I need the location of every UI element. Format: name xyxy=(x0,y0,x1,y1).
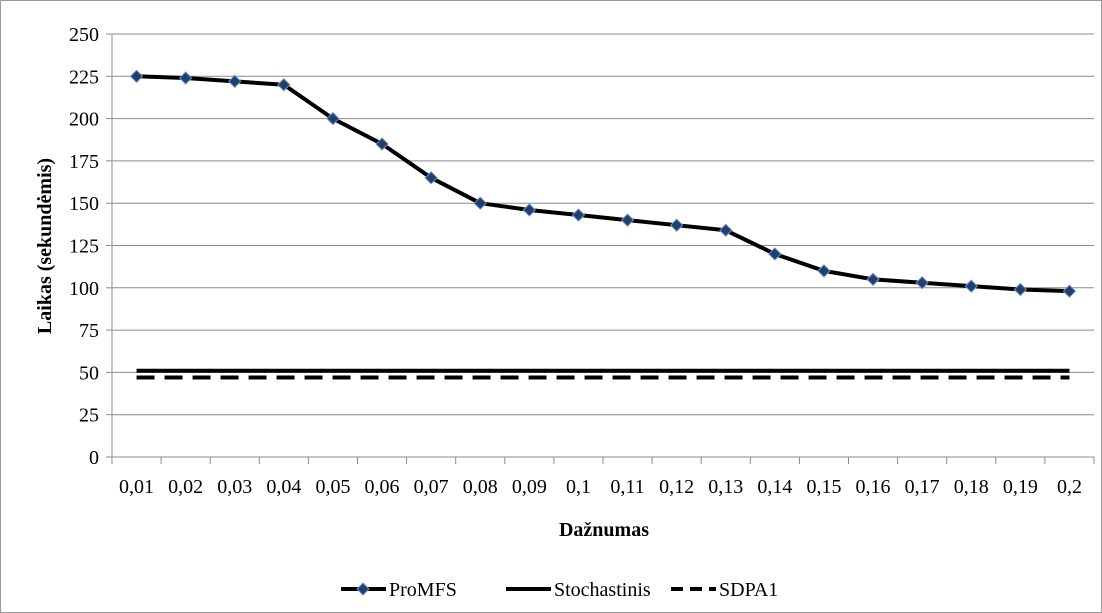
series-line-promfs xyxy=(136,74,1070,294)
legend-marker-promfs xyxy=(356,582,370,596)
data-point-promfs xyxy=(571,208,586,222)
data-point-promfs xyxy=(326,111,340,126)
x-tick-label: 0,13 xyxy=(708,476,743,498)
x-tick-label: 0,07 xyxy=(414,476,449,498)
data-point-promfs xyxy=(719,223,733,237)
y-tick-label: 75 xyxy=(79,320,99,342)
legend-label: ProMFS xyxy=(389,579,457,601)
y-axis-title: Laikas (sekundėmis) xyxy=(34,158,56,334)
data-point-promfs xyxy=(522,203,537,217)
x-tick-label: 0,03 xyxy=(217,476,252,498)
data-point-promfs xyxy=(866,272,880,287)
y-tick-label: 250 xyxy=(69,24,99,46)
data-point-promfs xyxy=(1013,282,1028,297)
x-tick-label: 0,11 xyxy=(610,476,644,498)
x-tick-label: 0,19 xyxy=(1003,476,1038,498)
x-tick-label: 0,16 xyxy=(856,476,891,498)
x-tick-label: 0,05 xyxy=(315,476,350,498)
y-tick-label: 175 xyxy=(69,151,99,173)
x-tick-label: 0,06 xyxy=(365,476,400,498)
y-tick-label: 0 xyxy=(89,447,99,469)
y-tick-label: 225 xyxy=(69,66,99,88)
series-markers xyxy=(129,69,1077,298)
x-tick-label: 0,14 xyxy=(757,476,792,498)
data-point-promfs xyxy=(768,247,782,261)
x-tick-label: 0,08 xyxy=(463,476,498,498)
y-tick-labels: 0 25 50 75 100 125 150 175 200 225 250 xyxy=(69,24,99,469)
data-point-promfs xyxy=(424,171,438,185)
y-tick-label: 50 xyxy=(79,362,99,384)
legend: ProMFS Stochastinis SDPA1 xyxy=(341,579,778,601)
x-tick-labels: 0,01 0,02 0,03 0,04 0,05 0,06 0,07 0,08 0,09 0,1 0… xyxy=(119,476,1082,498)
x-tick-label: 0,09 xyxy=(512,476,547,498)
data-point-promfs xyxy=(1062,284,1077,298)
axes xyxy=(106,33,1095,464)
data-point-promfs xyxy=(669,218,684,232)
data-point-promfs xyxy=(915,276,929,290)
x-tick-label: 0,17 xyxy=(905,476,940,498)
x-tick-label: 0,15 xyxy=(806,476,841,498)
data-point-promfs xyxy=(817,264,831,278)
y-tick-label: 150 xyxy=(69,193,99,215)
x-tick-label: 0,18 xyxy=(954,476,989,498)
data-point-promfs xyxy=(375,137,389,151)
y-tick-label: 100 xyxy=(69,278,99,300)
x-tick-label: 0,02 xyxy=(168,476,203,498)
series-lines xyxy=(136,74,1070,380)
x-axis-title: Dažnumas xyxy=(559,519,649,541)
data-point-promfs xyxy=(277,78,291,92)
legend-label: Stochastinis xyxy=(554,579,651,601)
data-point-promfs xyxy=(228,74,242,89)
data-point-promfs xyxy=(964,279,978,293)
data-point-promfs xyxy=(129,69,144,84)
x-tick-label: 0,01 xyxy=(119,476,154,498)
x-tick-label: 0,12 xyxy=(659,476,694,498)
x-tick-label: 0,2 xyxy=(1057,476,1082,498)
x-tick-label: 0,1 xyxy=(566,476,591,498)
y-tick-label: 25 xyxy=(79,405,99,427)
legend-label: SDPA1 xyxy=(719,579,778,601)
x-tick-label: 0,04 xyxy=(266,476,301,498)
y-tick-label: 125 xyxy=(69,236,99,258)
data-point-promfs xyxy=(473,196,487,210)
data-point-promfs xyxy=(178,71,193,85)
gridlines xyxy=(112,33,1094,416)
data-point-promfs xyxy=(620,213,635,227)
y-tick-label: 200 xyxy=(69,109,99,131)
